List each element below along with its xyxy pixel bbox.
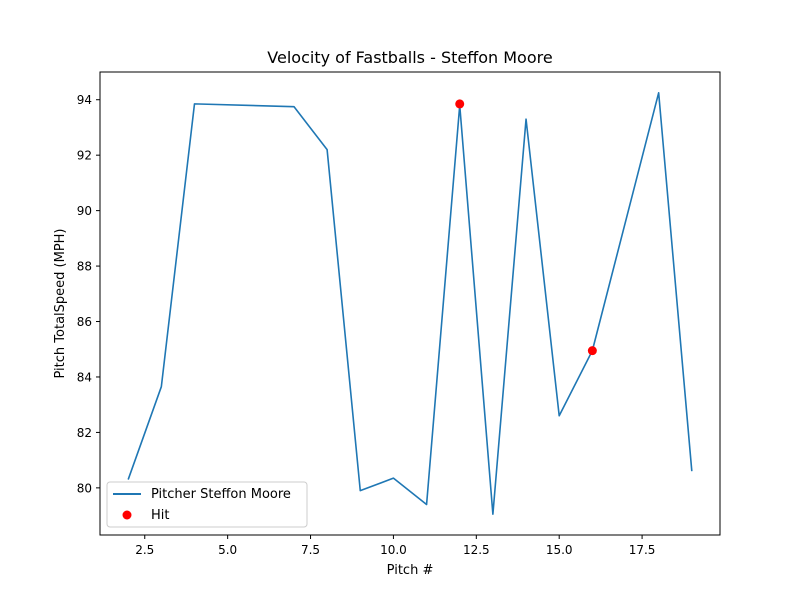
hit-point	[455, 99, 465, 109]
plot-frame	[99, 71, 721, 536]
series-group	[127, 91, 693, 516]
x-tick-label: 2.5	[135, 543, 154, 557]
y-tick-label: 86	[77, 315, 92, 329]
x-tick-label: 10.0	[380, 543, 407, 557]
legend-box	[106, 481, 308, 528]
y-axis-label: Pitch TotalSpeed (MPH)	[53, 228, 68, 378]
x-axis-label: Pitch #	[387, 563, 434, 578]
x-tick-label: 5.0	[218, 543, 237, 557]
x-tick-label: 15.0	[546, 543, 573, 557]
legend: Pitcher Steffon Moore Hit	[106, 481, 308, 528]
y-tick-label: 84	[77, 370, 92, 384]
y-tick-label: 92	[77, 149, 92, 163]
y-tick-label: 82	[77, 426, 92, 440]
x-tick-label: 17.5	[629, 543, 656, 557]
x-axis-ticks: 2.5 5.0 7.5 10.0 12.5 15.0 17.5	[135, 535, 655, 557]
y-tick-label: 88	[77, 260, 92, 274]
y-tick-label: 90	[77, 204, 92, 218]
series-line-pitcher	[127, 91, 693, 516]
legend-label-scatter: Hit	[151, 508, 169, 523]
y-axis-ticks: 80 82 84 86 88 90 92 94	[77, 93, 100, 495]
chart-title: Velocity of Fastballs - Steffon Moore	[267, 48, 552, 67]
axes: 2.5 5.0 7.5 10.0 12.5 15.0 17.5 80 82 84 86 88 90 92…	[77, 71, 721, 557]
x-tick-label: 7.5	[301, 543, 320, 557]
y-tick-label: 80	[77, 481, 92, 495]
hit-point	[587, 346, 597, 356]
y-tick-label: 94	[77, 93, 92, 107]
legend-label-line: Pitcher Steffon Moore	[151, 487, 291, 502]
legend-scatter-swatch	[122, 510, 132, 520]
x-tick-label: 12.5	[463, 543, 490, 557]
